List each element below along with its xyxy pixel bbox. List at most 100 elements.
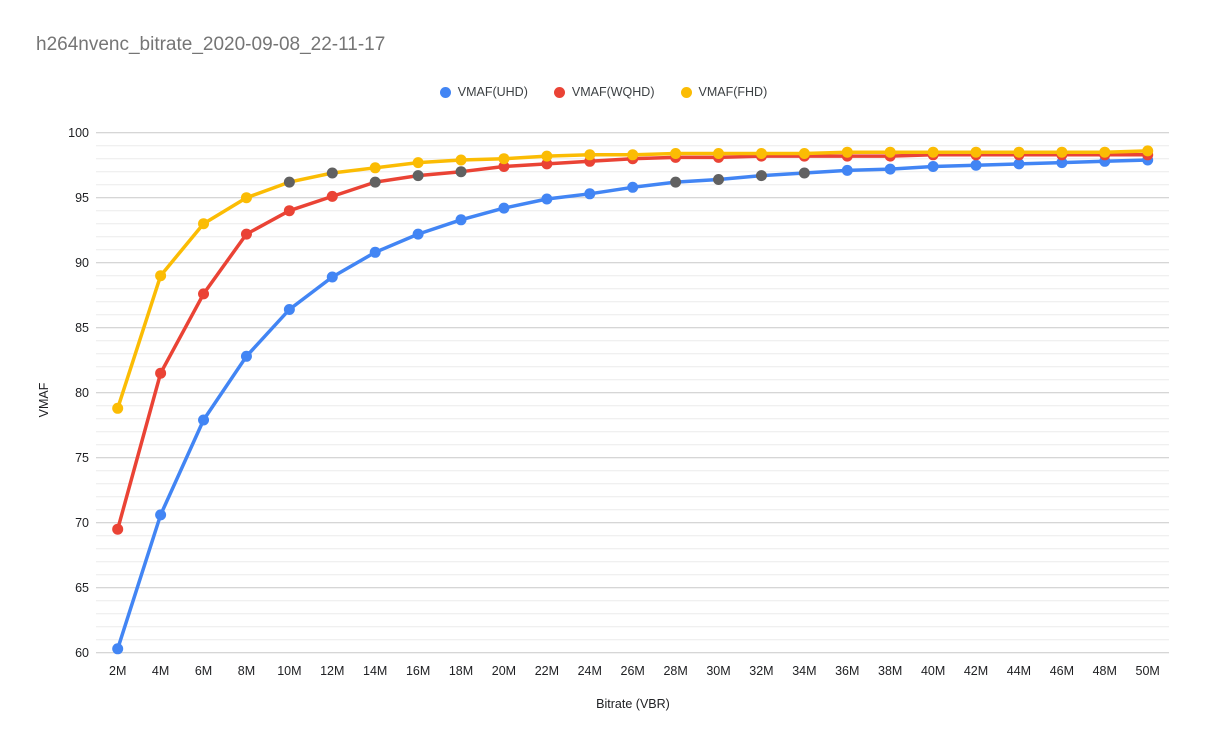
x-axis-title: Bitrate (VBR): [596, 697, 670, 711]
data-point-VMAF(UHD)-28M[interactable]: [670, 176, 682, 188]
data-point-VMAF(FHD)-46M[interactable]: [1056, 146, 1068, 158]
data-point-VMAF(WQHD)-2M[interactable]: [112, 523, 124, 535]
data-point-VMAF(WQHD)-22M[interactable]: [541, 158, 553, 170]
data-point-VMAF(WQHD)-4M[interactable]: [155, 367, 167, 379]
data-point-VMAF(WQHD)-18M[interactable]: [455, 166, 467, 178]
x-tick-label: 32M: [749, 664, 773, 678]
legend-swatch-icon: [680, 86, 692, 98]
data-point-VMAF(FHD)-44M[interactable]: [1013, 146, 1025, 158]
x-tick-label: 12M: [320, 664, 344, 678]
x-tick-label: 44M: [1007, 664, 1031, 678]
x-tick-label: 22M: [535, 664, 559, 678]
data-point-VMAF(UHD)-10M[interactable]: [283, 304, 295, 315]
data-point-VMAF(FHD)-48M[interactable]: [1099, 146, 1111, 158]
data-point-VMAF(FHD)-22M[interactable]: [541, 150, 553, 162]
x-tick-label: 10M: [277, 664, 301, 678]
data-point-VMAF(FHD)-50M[interactable]: [1142, 145, 1154, 157]
legend-swatch-icon: [553, 86, 565, 98]
data-point-VMAF(FHD)-10M[interactable]: [283, 176, 295, 188]
legend-item-VMAF(UHD)[interactable]: VMAF(UHD): [439, 85, 528, 99]
data-point-VMAF(UHD)-46M[interactable]: [1056, 157, 1068, 169]
legend-item-VMAF(WQHD)[interactable]: VMAF(WQHD): [553, 85, 655, 99]
data-point-VMAF(WQHD)-16M[interactable]: [412, 170, 424, 182]
data-point-VMAF(UHD)-24M[interactable]: [584, 188, 596, 200]
data-point-VMAF(WQHD)-6M[interactable]: [198, 288, 210, 300]
legend-label: VMAF(FHD): [698, 85, 768, 99]
x-tick-label: 14M: [363, 664, 387, 678]
data-point-VMAF(UHD)-44M[interactable]: [1013, 158, 1025, 170]
data-point-VMAF(FHD)-26M[interactable]: [627, 149, 639, 161]
data-point-VMAF(FHD)-30M[interactable]: [713, 148, 725, 159]
data-point-VMAF(FHD)-2M[interactable]: [112, 402, 124, 414]
x-tick-label: 20M: [492, 664, 516, 678]
data-point-VMAF(FHD)-12M[interactable]: [326, 167, 338, 179]
y-tick-label: 95: [75, 191, 89, 205]
y-tick-label: 65: [75, 581, 89, 595]
data-point-VMAF(UHD)-16M[interactable]: [412, 228, 424, 240]
data-point-VMAF(FHD)-4M[interactable]: [155, 270, 167, 282]
legend-label: VMAF(WQHD): [571, 85, 655, 99]
data-point-VMAF(UHD)-36M[interactable]: [841, 164, 853, 176]
x-tick-label: 6M: [195, 664, 212, 678]
data-point-VMAF(UHD)-34M[interactable]: [798, 167, 810, 179]
data-point-VMAF(UHD)-18M[interactable]: [455, 214, 467, 226]
x-tick-label: 50M: [1136, 664, 1160, 678]
data-point-VMAF(FHD)-36M[interactable]: [841, 146, 853, 158]
y-tick-label: 75: [75, 451, 89, 465]
data-point-VMAF(FHD)-28M[interactable]: [670, 148, 682, 159]
x-tick-label: 4M: [152, 664, 169, 678]
data-point-VMAF(FHD)-6M[interactable]: [198, 218, 210, 230]
data-point-VMAF(UHD)-42M[interactable]: [970, 159, 982, 171]
data-point-VMAF(UHD)-20M[interactable]: [498, 202, 510, 214]
data-point-VMAF(UHD)-8M[interactable]: [240, 350, 252, 362]
data-point-VMAF(FHD)-18M[interactable]: [455, 154, 467, 166]
data-point-VMAF(FHD)-34M[interactable]: [798, 148, 810, 159]
legend-item-VMAF(FHD)[interactable]: VMAF(FHD): [680, 85, 768, 99]
data-point-VMAF(UHD)-38M[interactable]: [884, 163, 896, 175]
data-point-VMAF(FHD)-24M[interactable]: [584, 149, 596, 161]
x-tick-label: 48M: [1093, 664, 1117, 678]
data-point-VMAF(UHD)-40M[interactable]: [927, 161, 939, 172]
x-tick-label: 26M: [621, 664, 645, 678]
legend: VMAF(UHD) VMAF(WQHD) VMAF(FHD): [0, 85, 1207, 99]
x-tick-label: 16M: [406, 664, 430, 678]
data-point-VMAF(UHD)-30M[interactable]: [713, 174, 725, 185]
data-point-VMAF(UHD)-12M[interactable]: [326, 271, 338, 283]
data-point-VMAF(FHD)-16M[interactable]: [412, 157, 424, 169]
y-tick-label: 80: [75, 386, 89, 400]
y-tick-label: 100: [68, 126, 89, 140]
data-point-VMAF(UHD)-22M[interactable]: [541, 193, 553, 205]
data-point-VMAF(UHD)-4M[interactable]: [155, 509, 167, 521]
data-point-VMAF(FHD)-14M[interactable]: [369, 162, 381, 174]
data-point-VMAF(FHD)-8M[interactable]: [240, 192, 252, 204]
data-point-VMAF(UHD)-32M[interactable]: [755, 170, 767, 182]
y-tick-label: 70: [75, 516, 89, 530]
data-point-VMAF(FHD)-40M[interactable]: [927, 146, 939, 158]
data-point-VMAF(FHD)-20M[interactable]: [498, 153, 510, 165]
data-point-VMAF(WQHD)-12M[interactable]: [326, 190, 338, 202]
data-point-VMAF(WQHD)-8M[interactable]: [240, 228, 252, 240]
data-point-VMAF(UHD)-26M[interactable]: [627, 181, 639, 193]
data-point-VMAF(UHD)-14M[interactable]: [369, 246, 381, 258]
x-tick-label: 34M: [792, 664, 816, 678]
data-point-VMAF(WQHD)-10M[interactable]: [283, 205, 295, 217]
y-tick-label: 85: [75, 321, 89, 335]
data-point-VMAF(UHD)-2M[interactable]: [112, 643, 124, 655]
x-tick-label: 8M: [238, 664, 255, 678]
data-point-VMAF(FHD)-38M[interactable]: [884, 146, 896, 158]
series-line-VMAF(UHD): [115, 158, 1150, 651]
data-point-VMAF(FHD)-42M[interactable]: [970, 146, 982, 158]
data-point-VMAF(UHD)-6M[interactable]: [198, 414, 210, 426]
x-tick-label: 28M: [663, 664, 687, 678]
x-tick-label: 36M: [835, 664, 859, 678]
legend-swatch-icon: [439, 86, 451, 98]
chart-title: h264nvenc_bitrate_2020-09-08_22-11-17: [36, 34, 386, 55]
x-tick-label: 18M: [449, 664, 473, 678]
data-point-VMAF(WQHD)-20M[interactable]: [498, 161, 510, 172]
data-point-VMAF(WQHD)-14M[interactable]: [369, 176, 381, 188]
x-tick-label: 40M: [921, 664, 945, 678]
data-point-VMAF(FHD)-32M[interactable]: [755, 148, 767, 159]
x-tick-label: 38M: [878, 664, 902, 678]
x-tick-label: 30M: [706, 664, 730, 678]
